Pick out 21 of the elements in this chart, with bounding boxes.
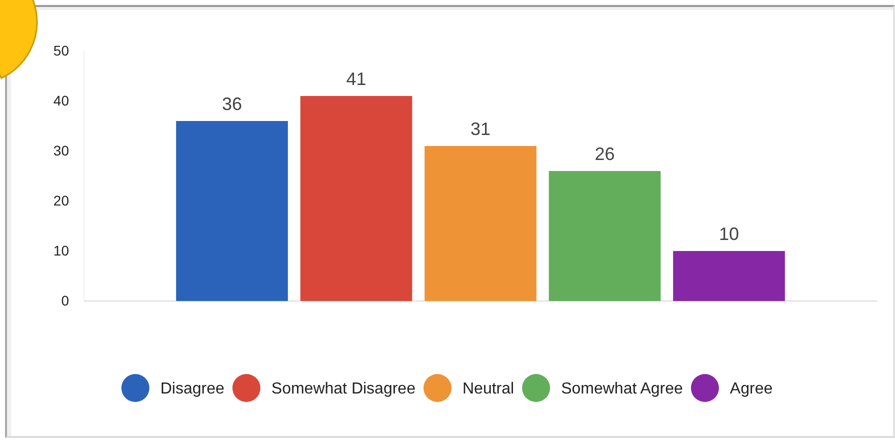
y-tick-label: 0 xyxy=(61,292,70,308)
y-tick-label: 10 xyxy=(53,242,70,258)
y-tick-label: 30 xyxy=(53,142,70,158)
bar xyxy=(548,171,661,301)
y-tick-label: 20 xyxy=(53,192,70,208)
legend-label: Somewhat Disagree xyxy=(271,380,416,398)
legend-label: Agree xyxy=(730,380,773,398)
bar xyxy=(673,251,785,301)
legend-label: Neutral xyxy=(462,380,514,398)
data-label: 26 xyxy=(594,144,615,164)
legend-label: Disagree xyxy=(160,380,225,398)
y-tick-label: 40 xyxy=(53,92,70,108)
y-tick-label: 50 xyxy=(53,42,70,58)
data-label: 41 xyxy=(346,69,366,89)
bar xyxy=(300,96,412,301)
data-label: 10 xyxy=(718,224,740,244)
bar xyxy=(176,121,288,301)
data-label: 31 xyxy=(470,119,491,139)
bar xyxy=(424,146,536,301)
data-label: 36 xyxy=(222,94,242,114)
legend-label: Somewhat Agree xyxy=(561,380,684,398)
